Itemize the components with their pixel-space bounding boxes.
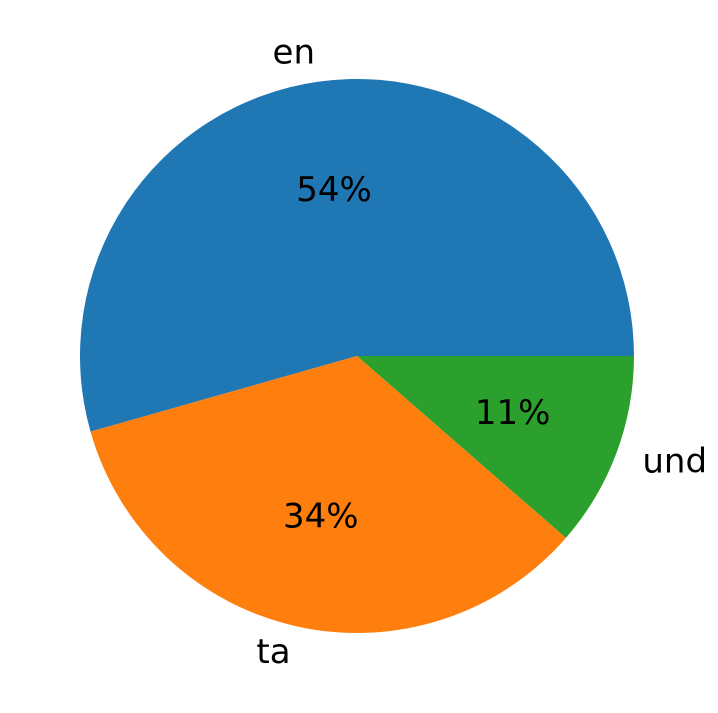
pie-slices [79,78,635,633]
slice-label-und: und [642,441,707,481]
pie-slice-und [357,356,634,538]
pie-labels: en 54% ta 34% und 11% [256,33,707,672]
slice-percent-en: 54% [296,170,372,210]
pie-slice-en [79,78,635,432]
pie-slice-ta [90,356,566,633]
slice-percent-ta: 34% [283,497,359,537]
slice-label-en: en [273,33,315,73]
slice-label-ta: ta [256,632,290,672]
slice-percent-und: 11% [475,393,551,433]
